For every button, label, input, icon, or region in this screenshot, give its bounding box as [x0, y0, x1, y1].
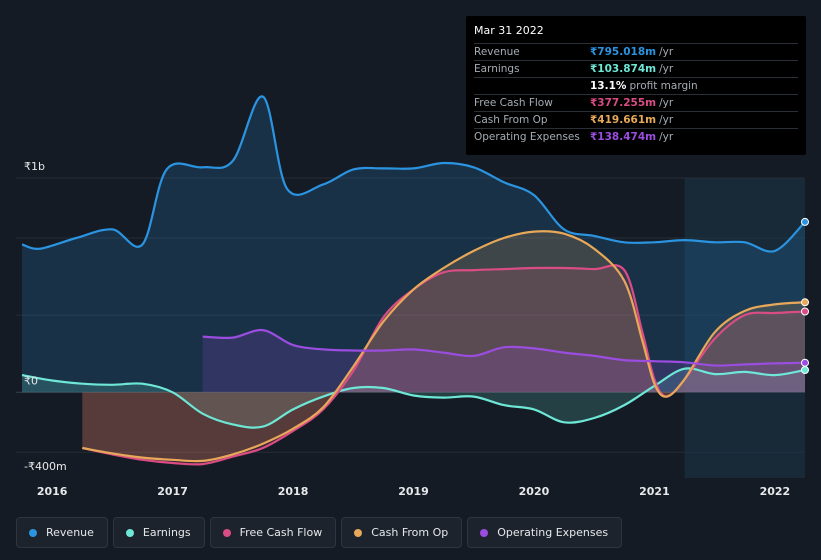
chart-end-dots: [801, 217, 809, 374]
x-tick-label: 2019: [398, 485, 429, 498]
tooltip-row-value: ₹795.018m: [590, 46, 657, 58]
operating-expenses-end-dot: [801, 358, 809, 367]
legend-label: Earnings: [142, 526, 191, 539]
tooltip-row-unit: /yr: [659, 114, 674, 126]
tooltip-row: Operating Expenses ₹138.474m/yr: [474, 129, 798, 146]
legend-label: Revenue: [46, 526, 94, 539]
y-tick-label: ₹1b: [24, 160, 45, 173]
legend-item-revenue[interactable]: Revenue: [16, 517, 108, 548]
tooltip-row-label: Earnings: [474, 63, 520, 75]
tooltip-row: Earnings ₹103.874m/yr: [474, 61, 798, 78]
tooltip-row-value: ₹138.474m: [590, 131, 657, 143]
x-tick-label: 2018: [278, 485, 309, 498]
tooltip-row-label: Free Cash Flow: [474, 97, 553, 109]
tooltip-row-value: 13.1%: [590, 80, 627, 92]
tooltip-row-unit: /yr: [659, 63, 674, 75]
tooltip-row-label: Revenue: [474, 46, 520, 58]
earnings-area: [22, 368, 805, 428]
revenue-line: [21, 95, 806, 253]
y-tick-label: ₹0: [24, 374, 38, 387]
tooltip-row-label: Operating Expenses: [474, 131, 580, 143]
x-tick-label: 2022: [760, 485, 791, 498]
chart-lines: [21, 95, 806, 466]
x-tick-label: 2017: [157, 485, 188, 498]
earnings-end-dot: [801, 366, 809, 374]
tooltip-row-unit: profit margin: [629, 80, 698, 92]
legend-label: Free Cash Flow: [239, 526, 323, 539]
cash-from-op-area: [82, 231, 806, 462]
tooltip-row-unit: /yr: [659, 97, 674, 109]
tooltip-row: Cash From Op ₹419.661m/yr: [474, 112, 798, 129]
operating-expenses-line: [202, 328, 806, 367]
cash-from-op-end-dot: [801, 298, 809, 307]
legend-label: Cash From Op: [371, 526, 449, 539]
forecast-shade: [684, 178, 805, 478]
free-cash-flow-area: [82, 265, 806, 465]
tooltip-row-value: ₹419.661m: [590, 114, 657, 126]
tooltip-row: Revenue ₹795.018m/yr: [474, 44, 798, 61]
legend-item-operating-expenses[interactable]: Operating Expenses: [467, 517, 623, 548]
tooltip-row-label: Cash From Op: [474, 114, 548, 126]
legend-item-earnings[interactable]: Earnings: [112, 517, 205, 548]
legend-item-cash-from-op[interactable]: Cash From Op: [341, 517, 463, 548]
tooltip-row: Free Cash Flow ₹377.255m/yr: [474, 95, 798, 112]
y-axis-labels: ₹1b ₹0 -₹400m: [24, 160, 67, 473]
legend-dot-icon: [125, 528, 134, 537]
tooltip-row-value: ₹377.255m: [590, 97, 657, 109]
legend-item-free-cash-flow[interactable]: Free Cash Flow: [209, 517, 337, 548]
legend-dot-icon: [480, 528, 489, 537]
tooltip-row-unit: /yr: [659, 46, 674, 58]
legend-dot-icon: [354, 528, 363, 537]
cash-from-op-line: [82, 230, 806, 463]
x-tick-label: 2016: [37, 485, 68, 498]
tooltip-row-value: ₹103.874m: [590, 63, 657, 75]
legend: Revenue Earnings Free Cash Flow Cash From O…: [16, 517, 627, 548]
tooltip-rows: Revenue ₹795.018m/yr Earnings ₹103.874m/yr 1…: [474, 44, 798, 146]
legend-label: Operating Expenses: [497, 526, 609, 539]
tooltip-date: Mar 31 2022: [474, 24, 798, 44]
tooltip-row-label: [474, 78, 590, 94]
x-tick-label: 2021: [639, 485, 670, 498]
earnings-line: [21, 367, 806, 429]
revenue-area: [22, 96, 805, 393]
tooltip-row-unit: /yr: [659, 131, 674, 143]
x-axis-labels: 2016 2017 2018 2019 2020 2021 2022: [37, 485, 790, 498]
free-cash-flow-end-dot: [801, 307, 809, 316]
legend-dot-icon: [29, 528, 37, 537]
revenue-end-dot: [801, 217, 809, 226]
x-tick-label: 2020: [519, 485, 550, 498]
y-tick-label: -₹400m: [24, 460, 67, 473]
tooltip-panel: Mar 31 2022 Revenue ₹795.018m/yr Earnings ₹…: [466, 16, 806, 155]
chart-canvas: ₹1b ₹0 -₹400m 2016 2017 2018 2019 2020 2021 2022: [16, 95, 809, 498]
legend-dot-icon: [222, 528, 231, 537]
tooltip-row: 13.1% profit margin: [474, 78, 798, 95]
